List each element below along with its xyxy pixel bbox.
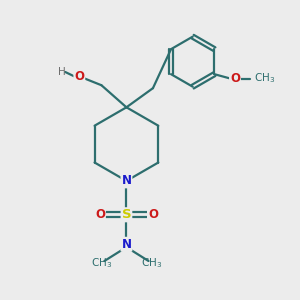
Text: O: O [95, 208, 105, 221]
Text: H: H [58, 67, 65, 77]
Text: S: S [122, 208, 131, 221]
Text: CH$_3$: CH$_3$ [254, 72, 275, 86]
Text: CH$_3$: CH$_3$ [91, 256, 112, 270]
Text: O: O [148, 208, 158, 221]
Text: N: N [122, 174, 131, 188]
Text: O: O [230, 72, 240, 85]
Text: N: N [122, 238, 131, 251]
Text: CH$_3$: CH$_3$ [141, 256, 162, 270]
Text: O: O [74, 70, 84, 83]
